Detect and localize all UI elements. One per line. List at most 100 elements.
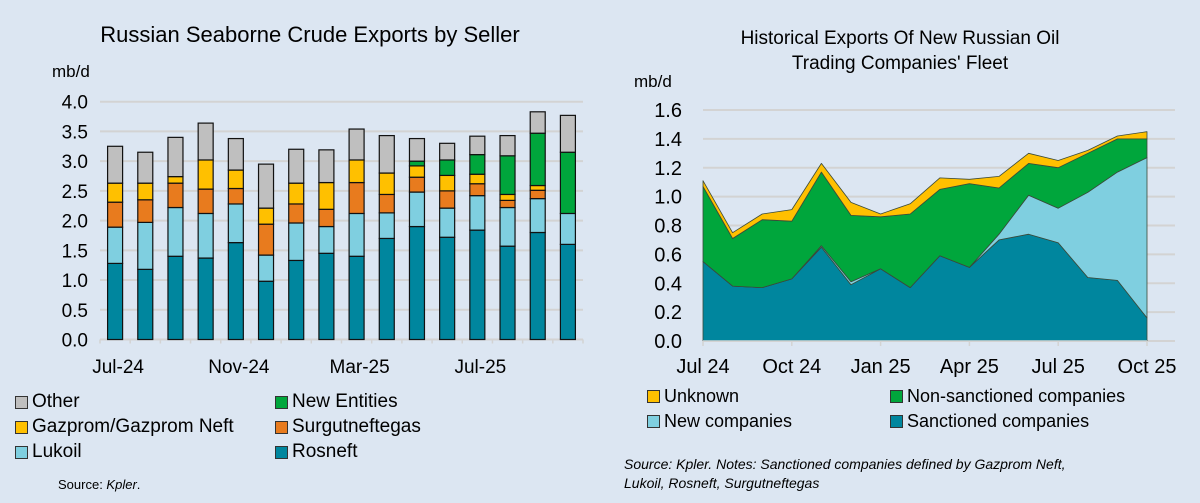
bar-segment-new-entities xyxy=(408,160,426,167)
bar-segment-other xyxy=(227,137,244,171)
y-tick-label: 0.6 xyxy=(654,244,682,266)
x-tick-label: Oct 24 xyxy=(762,356,821,378)
chart-title: Historical Exports Of New Russian Oil Tr… xyxy=(640,26,1160,76)
x-tick-label: Jul-24 xyxy=(92,357,144,378)
bar-segment-rosneft xyxy=(197,257,214,341)
bar-segment-gazprom-gazprom-neft xyxy=(469,173,486,185)
bar-segment-rosneft xyxy=(439,236,456,341)
bar-segment-surgutneftegas xyxy=(257,223,275,256)
bar-segment-gazprom-gazprom-neft xyxy=(378,172,395,196)
area-unknown xyxy=(702,131,1148,239)
bar-segment-rosneft xyxy=(227,241,244,341)
bar-segment-other xyxy=(499,134,516,157)
y-tick-label: 3.5 xyxy=(62,122,88,143)
bar-segment-rosneft xyxy=(167,255,184,341)
bar-segment-surgutneftegas xyxy=(348,181,365,215)
bar-segment-other xyxy=(439,142,456,161)
bar-segment-other xyxy=(257,163,275,209)
y-tick-label: 0.2 xyxy=(654,302,682,324)
source-note: Source: Kpler. Notes: Sanctioned compani… xyxy=(624,456,1066,491)
bar-segment-rosneft xyxy=(408,225,426,341)
bar-segment-lukoil xyxy=(559,212,577,245)
y-tick-label: 1.0 xyxy=(62,271,88,292)
area-chart: 0.0 0.2 0.4 0.6 0.8 1.0 1.2 1.4 1.6 Jul 24 Oct 24 J… xyxy=(654,100,1177,378)
bar-segment-rosneft xyxy=(469,229,486,341)
legend-item-new-companies: New companies xyxy=(647,411,792,432)
bar-segment-lukoil xyxy=(318,225,335,254)
bar-segment-gazprom-gazprom-neft xyxy=(167,176,184,184)
bar-segment-lukoil xyxy=(227,203,244,244)
bar-segment-lukoil xyxy=(167,206,184,257)
y-tick-label: 0.8 xyxy=(654,216,682,238)
bar-segment-rosneft xyxy=(559,243,577,341)
x-tick-label: Jan 25 xyxy=(851,356,911,378)
y-tick-label: 0.0 xyxy=(62,331,88,352)
bar-segment-new-entities xyxy=(529,132,546,187)
bar-segment-other xyxy=(529,111,546,134)
bar-segment-gazprom-gazprom-neft xyxy=(257,207,275,225)
bar-segment-lukoil xyxy=(348,212,365,257)
bar-segment-lukoil xyxy=(288,222,305,262)
y-tick-label: 4.0 xyxy=(62,93,88,114)
bar-segment-surgutneftegas xyxy=(106,201,124,228)
bar-segment-gazprom-gazprom-neft xyxy=(439,174,456,192)
y-tick-label: 1.5 xyxy=(62,241,88,262)
bar-segment-lukoil xyxy=(137,221,154,270)
y-tick-label: 0.0 xyxy=(654,331,682,353)
bar-segment-rosneft xyxy=(529,231,546,341)
bar-segment-surgutneftegas xyxy=(439,190,456,209)
y-tick-label: 1.4 xyxy=(654,129,682,151)
y-tick-label: 2.5 xyxy=(62,182,88,203)
source-note: Source: Kpler. xyxy=(58,477,141,492)
legend-item-lukoil: Lukoil xyxy=(15,441,82,463)
bar-segment-new-entities xyxy=(439,159,456,177)
legend-swatch xyxy=(15,395,28,409)
bar-segment-lukoil xyxy=(197,212,214,259)
bar-segment-gazprom-gazprom-neft xyxy=(408,165,426,178)
chart-title-line-1: Historical Exports Of New Russian Oil xyxy=(740,28,1060,49)
bar-segment-gazprom-gazprom-neft xyxy=(288,182,305,205)
y-tick-label: 0.4 xyxy=(654,273,682,295)
legend-item-new-entities: New Entities xyxy=(275,391,398,413)
bar-segment-other xyxy=(167,136,184,178)
y-tick-label: 3.0 xyxy=(62,152,88,173)
legend-swatch xyxy=(647,415,660,428)
y-axis-unit: mb/d xyxy=(634,72,672,91)
left-chart-panel: Russian Seaborne Crude Exports by Seller… xyxy=(15,22,584,492)
bar-segment-gazprom-gazprom-neft xyxy=(197,159,214,190)
bar-segment-surgutneftegas xyxy=(469,183,486,197)
bar-segment-surgutneftegas xyxy=(197,188,214,215)
bar-segment-other xyxy=(559,114,577,153)
x-tick-label: Oct 25 xyxy=(1118,356,1177,378)
x-tick-label: Jul-25 xyxy=(454,357,506,378)
bar-segment-surgutneftegas xyxy=(408,176,426,193)
bar-segment-gazprom-gazprom-neft xyxy=(227,169,244,190)
legend-swatch xyxy=(275,395,288,409)
bar-segment-other xyxy=(288,148,305,184)
bar-segment-lukoil xyxy=(378,212,395,240)
legend-item-sanctioned: Sanctioned companies xyxy=(890,411,1089,432)
legend-swatch xyxy=(275,420,288,434)
bar-segment-other xyxy=(378,134,395,174)
bar-segment-rosneft xyxy=(378,237,395,341)
legend-item-non-sanctioned: Non-sanctioned companies xyxy=(890,386,1125,407)
right-chart-panel: Historical Exports Of New Russian Oil Tr… xyxy=(600,0,1200,503)
bar-segment-other xyxy=(197,122,214,161)
legend-swatch xyxy=(890,415,903,428)
bar-segment-surgutneftegas xyxy=(378,193,395,214)
legend-swatch xyxy=(647,390,660,403)
bar-segment-other xyxy=(408,137,426,162)
bar-segment-rosneft xyxy=(106,262,124,341)
legend-item-other: Other xyxy=(15,391,80,413)
legend-swatch xyxy=(275,445,288,459)
bar-segment-lukoil xyxy=(529,198,546,234)
bar-segment-surgutneftegas xyxy=(499,199,516,209)
bar-segment-gazprom-gazprom-neft xyxy=(106,182,124,203)
bar-segment-lukoil xyxy=(439,207,456,238)
bar-segment-gazprom-gazprom-neft xyxy=(318,181,335,210)
bar-segment-other xyxy=(318,149,335,184)
x-tick-label: Jul 25 xyxy=(1032,356,1085,378)
bar-segment-lukoil xyxy=(499,206,516,247)
x-tick-label: Jul 24 xyxy=(676,356,729,378)
bar-segment-new-entities xyxy=(469,154,486,175)
